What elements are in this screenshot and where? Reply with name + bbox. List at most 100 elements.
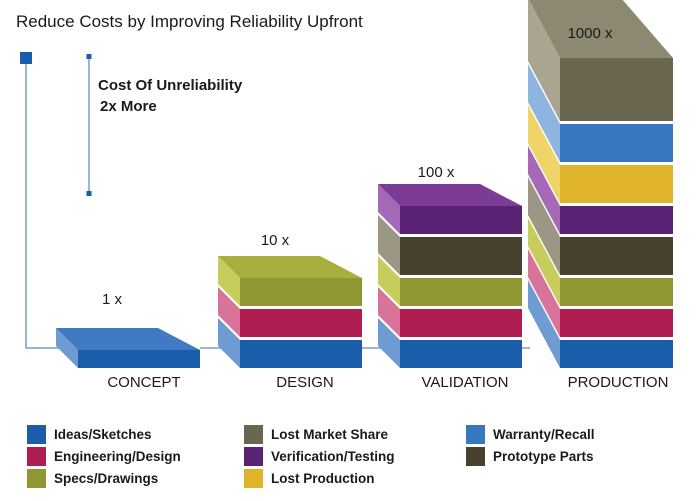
legend-item-lost-market-share: Lost Market Share	[244, 425, 389, 444]
legend-swatch	[244, 469, 263, 488]
segment-front-face	[240, 309, 362, 337]
segment-side-face	[528, 0, 560, 121]
legend-item-specs-drawings: Specs/Drawings	[27, 469, 158, 488]
segment-production-prototype-parts	[528, 177, 673, 275]
segment-validation-specs-drawings	[378, 256, 522, 306]
legend-swatch	[244, 447, 263, 466]
segment-side-face	[528, 218, 560, 306]
segment-production-lost-production	[528, 105, 673, 203]
category-label-concept: CONCEPT	[107, 374, 180, 391]
legend-item-ideas-sketches: Ideas/Sketches	[27, 425, 152, 444]
segment-design-ideas-sketches	[218, 318, 362, 368]
segment-front-face	[400, 206, 522, 234]
segment-side-face	[378, 287, 400, 337]
segment-front-face	[560, 124, 673, 162]
segment-validation-engineering-design	[378, 287, 522, 337]
segment-production-warranty-recall	[528, 64, 673, 162]
annotation-line2: 2x More	[100, 98, 157, 115]
segment-side-face	[218, 256, 240, 306]
segment-side-face	[218, 287, 240, 337]
legend-item-warranty-recall: Warranty/Recall	[466, 425, 595, 444]
legend-label: Lost Production	[271, 471, 375, 486]
legend-label: Prototype Parts	[493, 449, 594, 464]
multiplier-label-validation: 100 x	[418, 164, 455, 181]
segment-side-face	[528, 249, 560, 337]
segment-validation-prototype-parts	[378, 215, 522, 275]
legend-label: Lost Market Share	[271, 427, 389, 442]
stack-concept	[56, 328, 200, 368]
segment-side-face	[528, 177, 560, 275]
segment-front-face	[560, 58, 673, 121]
legend-swatch	[244, 425, 263, 444]
multiplier-label-concept: 1 x	[102, 291, 123, 308]
connector-line-left	[25, 60, 60, 349]
segment-front-face	[400, 278, 522, 306]
legend-label: Ideas/Sketches	[54, 427, 152, 442]
segment-top-face	[218, 256, 362, 278]
segment-front-face	[240, 340, 362, 368]
segment-side-face	[378, 318, 400, 368]
legend-item-prototype-parts: Prototype Parts	[466, 447, 594, 466]
segment-front-face	[400, 309, 522, 337]
segment-side-face	[378, 184, 400, 234]
chart-title: Reduce Costs by Improving Reliability Up…	[16, 12, 363, 31]
legend-swatch	[27, 447, 46, 466]
legend-label: Warranty/Recall	[493, 427, 595, 442]
annotation-marker-bottom	[86, 191, 92, 196]
legend-item-engineering-design: Engineering/Design	[27, 447, 181, 466]
legend: Ideas/Sketches Engineering/Design Specs/Dr…	[27, 425, 595, 488]
segment-top-face	[56, 328, 200, 350]
stack-production	[528, 0, 673, 368]
segment-front-face	[560, 340, 673, 368]
connector-lines	[20, 52, 530, 349]
category-label-design: DESIGN	[276, 374, 334, 391]
legend-label: Specs/Drawings	[54, 471, 158, 486]
category-label-production: PRODUCTION	[568, 374, 669, 391]
segment-side-face	[378, 256, 400, 306]
segment-production-specs-drawings	[528, 218, 673, 306]
segment-design-engineering-design	[218, 287, 362, 337]
stacks	[56, 0, 673, 368]
stack-design	[218, 256, 362, 368]
segment-top-face	[378, 184, 522, 206]
segment-front-face	[560, 237, 673, 275]
legend-label: Engineering/Design	[54, 449, 181, 464]
segment-front-face	[560, 206, 673, 234]
segment-production-engineering-design	[528, 249, 673, 337]
segment-production-verification-testing	[528, 146, 673, 234]
segment-side-face	[378, 215, 400, 275]
segment-side-face	[56, 328, 78, 368]
legend-swatch	[27, 469, 46, 488]
segment-front-face	[560, 165, 673, 203]
category-labels: CONCEPT DESIGN VALIDATION PRODUCTION	[107, 374, 668, 391]
annotation: Cost Of Unreliability 2x More	[86, 54, 243, 196]
multiplier-label-design: 10 x	[261, 232, 290, 249]
segment-front-face	[400, 237, 522, 275]
segment-production-ideas-sketches	[528, 280, 673, 368]
segment-design-specs-drawings	[218, 256, 362, 306]
segment-front-face	[240, 278, 362, 306]
legend-item-verification-testing: Verification/Testing	[244, 447, 395, 466]
multiplier-label-production: 1000 x	[567, 25, 613, 42]
category-label-validation: VALIDATION	[422, 374, 509, 391]
stack-validation	[378, 184, 522, 368]
segment-side-face	[528, 105, 560, 203]
segment-production-lost-market-share	[528, 0, 673, 121]
segment-front-face	[78, 350, 200, 368]
legend-label: Verification/Testing	[271, 449, 395, 464]
segment-side-face	[218, 318, 240, 368]
annotation-marker-top	[86, 54, 92, 59]
legend-swatch	[466, 447, 485, 466]
segment-validation-verification-testing	[378, 184, 522, 234]
segment-front-face	[400, 340, 522, 368]
multiplier-labels: 1 x 10 x 100 x 1000 x	[102, 25, 613, 308]
segment-front-face	[560, 309, 673, 337]
segment-top-face	[529, 0, 673, 58]
start-marker	[20, 52, 32, 64]
segment-side-face	[528, 146, 560, 234]
segment-side-face	[528, 280, 560, 368]
legend-swatch	[466, 425, 485, 444]
annotation-line1: Cost Of Unreliability	[98, 77, 243, 94]
segment-concept-ideas-sketches	[56, 328, 200, 368]
